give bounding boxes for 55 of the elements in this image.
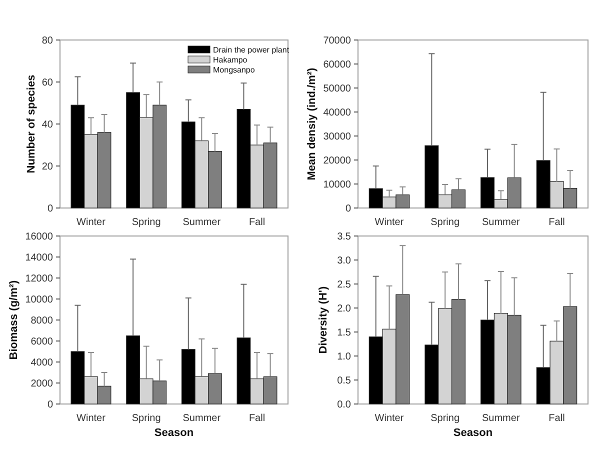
x-tick-label: Summer [182, 413, 222, 424]
y-tick-label: 0 [345, 204, 352, 214]
x-tick-label: Spring [132, 413, 161, 424]
y-axis-title: Biomass (g/m²) [8, 280, 20, 360]
x-tick-label: Spring [132, 217, 161, 228]
y-tick-label: 3.5 [337, 232, 352, 242]
y-tick-label: 1.0 [337, 352, 352, 362]
y-tick-label: 10000 [323, 180, 352, 190]
y-tick-label: 60000 [323, 60, 352, 70]
y-tick-label: 0 [47, 204, 54, 214]
y-tick-label: 3.0 [337, 256, 352, 266]
y-tick-label: 0.5 [337, 376, 352, 386]
x-tick-label: Summer [482, 217, 520, 228]
legend-label: Drain the power plant [213, 46, 290, 54]
y-axis-title: Number of species [25, 74, 38, 174]
x-tick-label: Summer [182, 217, 222, 228]
y-tick-label: 60 [42, 78, 54, 88]
y-tick-label: 1.5 [337, 328, 352, 338]
x-tick-label: Fall [248, 217, 266, 228]
legend-label: Mongsanpo [213, 66, 256, 74]
x-tick-label: Summer [482, 413, 520, 424]
y-tick-label: 4000 [30, 358, 54, 368]
x-tick-label: Fall [548, 413, 565, 424]
x-tick-label: Winter [374, 217, 404, 228]
x-axis-title: Season [453, 427, 493, 439]
y-axis-title: Mean densiy (ind./m²) [306, 67, 318, 180]
y-tick-label: 10000 [25, 294, 54, 306]
y-tick-label: 2.0 [337, 304, 352, 314]
legend-label: Hakampo [213, 56, 248, 64]
y-tick-label: 16000 [25, 232, 54, 242]
y-tick-label: 2.5 [337, 280, 352, 290]
y-tick-label: 2000 [30, 378, 54, 390]
x-tick-label: Winter [76, 217, 106, 228]
y-tick-label: 12000 [25, 274, 54, 284]
y-tick-label: 0 [47, 400, 54, 410]
x-tick-label: Winter [374, 413, 404, 424]
y-tick-label: 40 [42, 120, 54, 130]
y-tick-label: 6000 [30, 336, 54, 348]
y-tick-label: 80 [42, 36, 54, 46]
y-tick-label: 50000 [323, 84, 352, 94]
y-tick-label: 20000 [323, 156, 352, 166]
x-tick-label: Spring [430, 217, 460, 228]
y-tick-label: 40000 [323, 108, 352, 118]
x-tick-label: Fall [548, 217, 565, 228]
x-tick-label: Fall [248, 413, 266, 424]
y-tick-label: 8000 [30, 316, 54, 326]
y-tick-label: 0.0 [337, 400, 352, 410]
x-tick-label: Winter [76, 413, 106, 424]
y-tick-label: 20 [42, 162, 54, 172]
y-axis-title: Diversity (H') [318, 286, 330, 354]
x-tick-label: Spring [430, 413, 460, 424]
y-tick-label: 14000 [25, 252, 54, 264]
x-axis-title: Season [154, 427, 194, 439]
y-tick-label: 70000 [323, 36, 352, 46]
y-tick-label: 30000 [323, 132, 352, 142]
